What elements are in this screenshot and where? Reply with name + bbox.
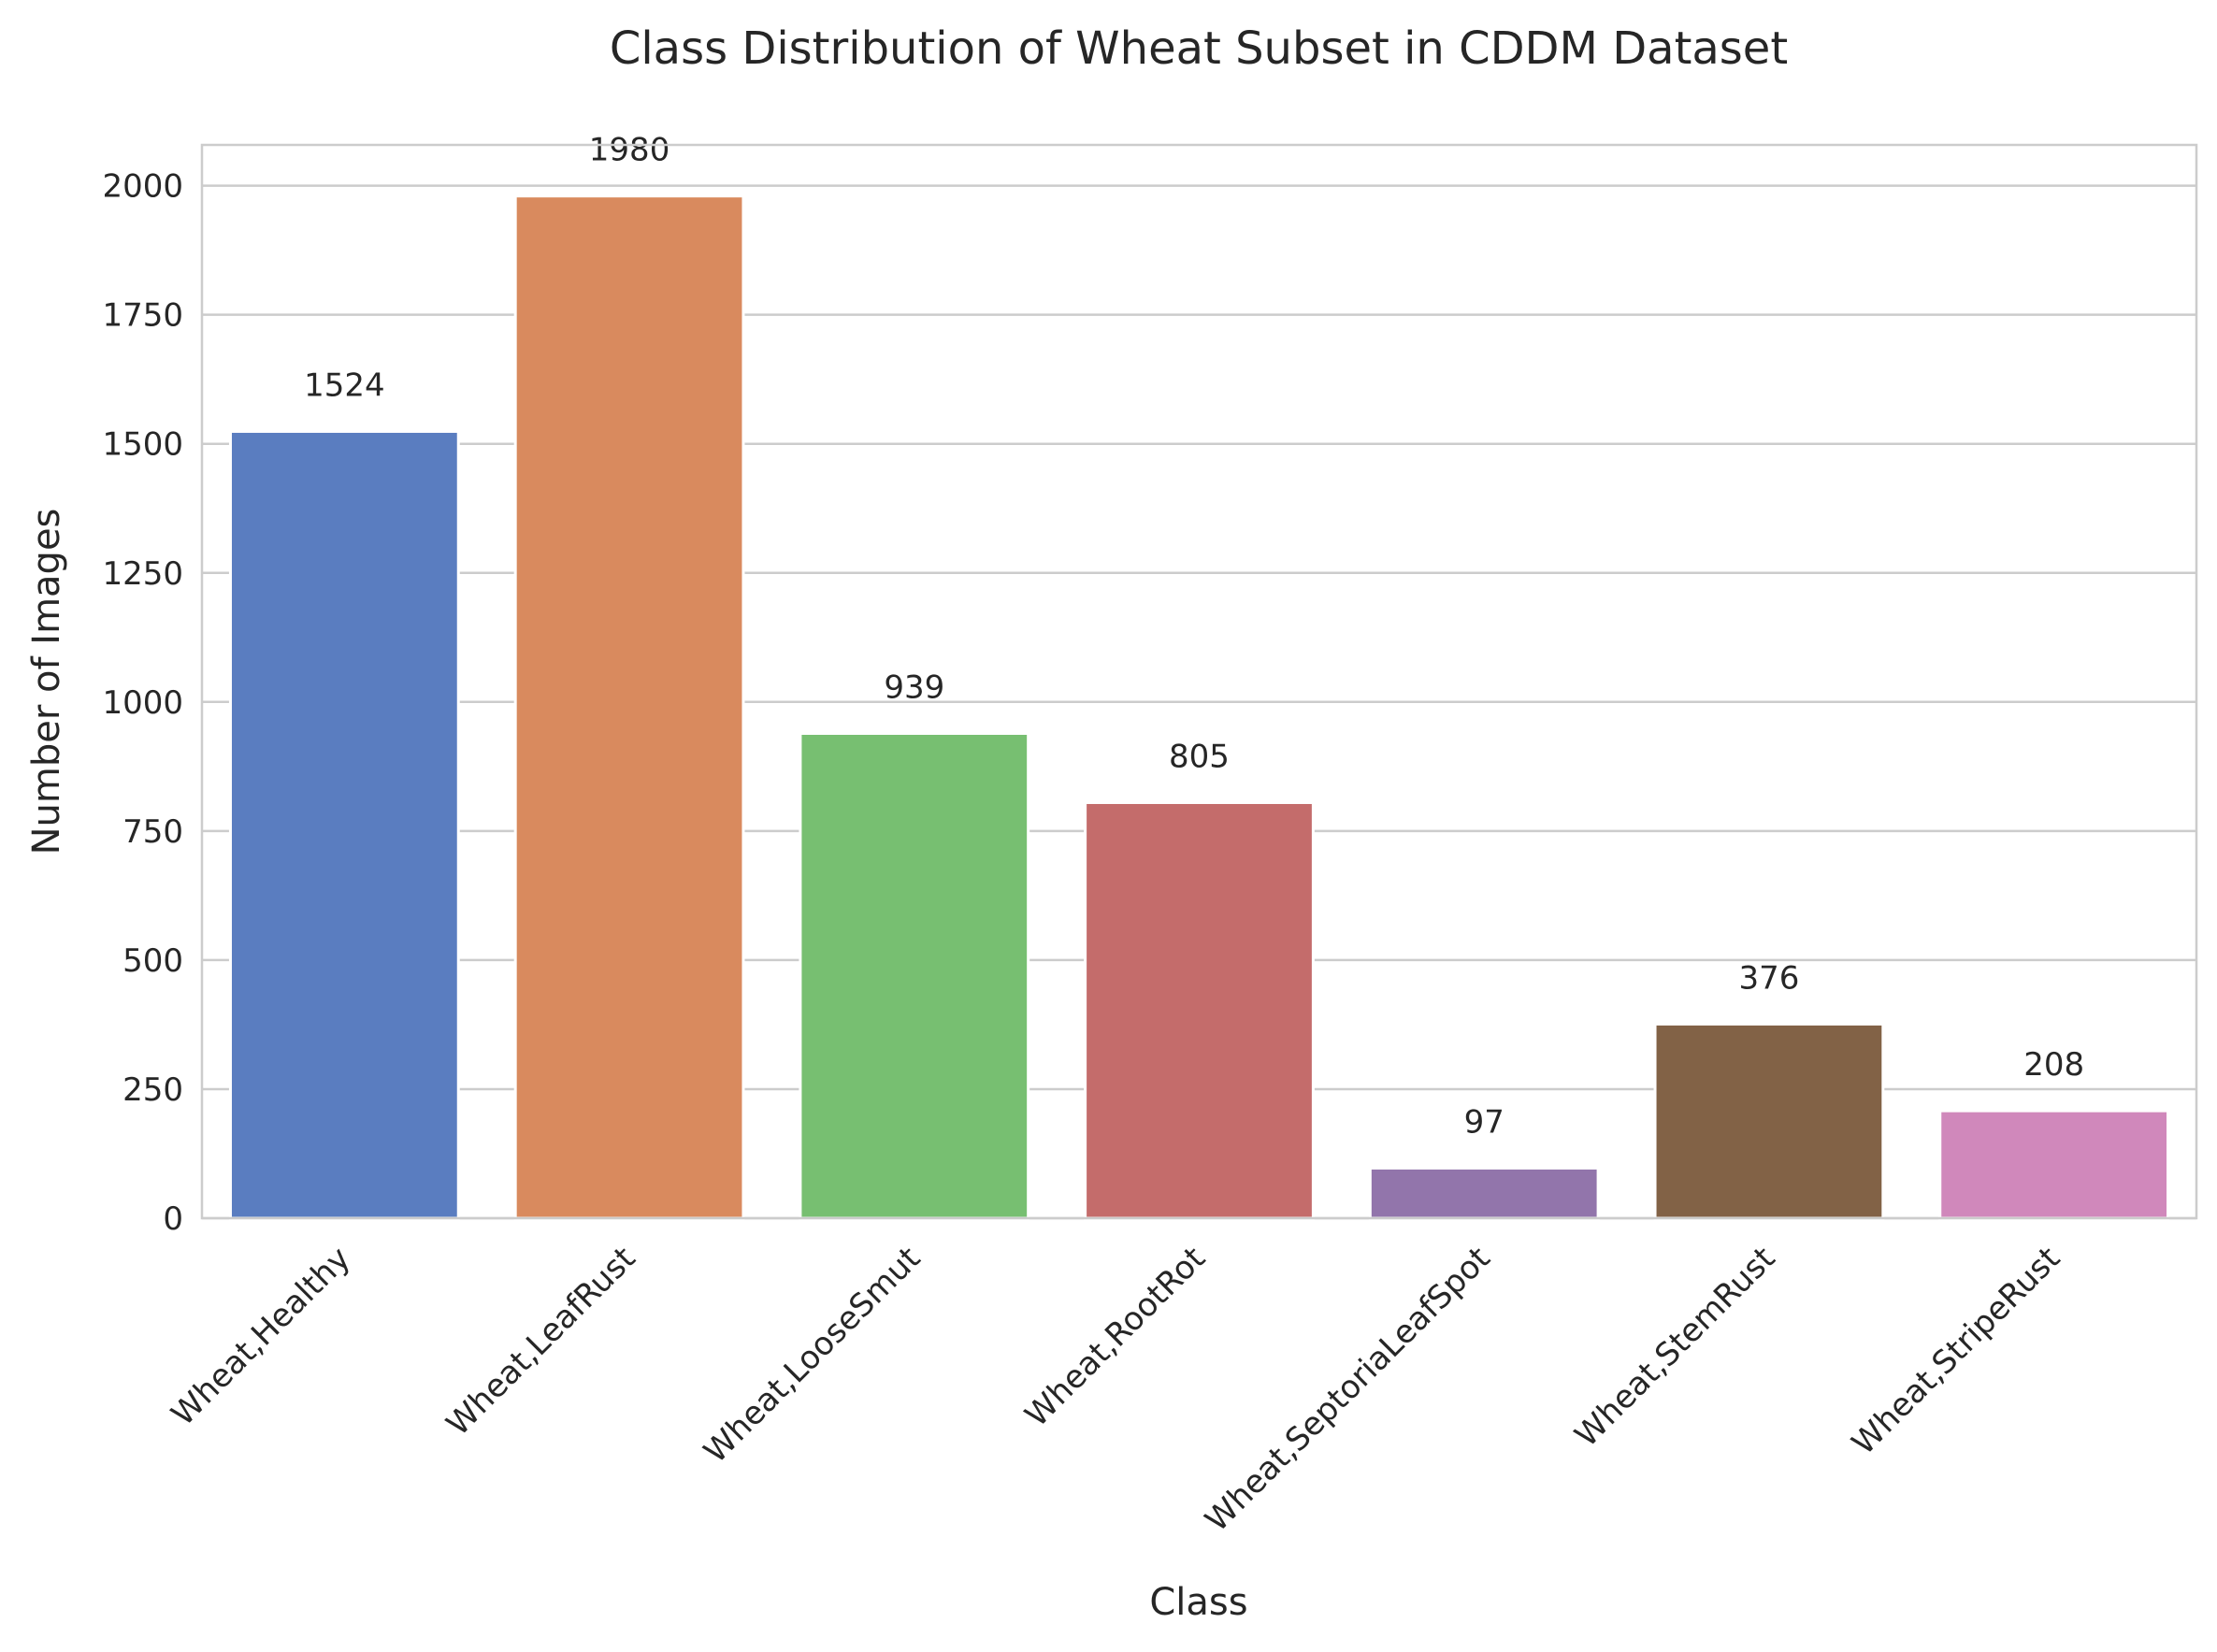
data-label: 1524 [304,366,385,404]
bar [1084,800,1315,1220]
y-tick-label: 0 [163,1200,183,1238]
x-tick-label: Wheat,LeafRust [439,1240,643,1444]
bars [228,194,2170,1220]
data-label: 376 [1738,959,1799,997]
bar [799,731,1030,1220]
y-tick-label: 250 [122,1071,183,1109]
y-tick-label: 1500 [102,426,183,464]
x-tick-labels: Wheat,Healthy Wheat,LeafRust Wheat,LooseSm… [165,1240,2067,1539]
data-label: 208 [2023,1046,2084,1084]
y-tick-label: 750 [122,813,183,851]
x-tick-label: Wheat,RootRot [1018,1240,1213,1434]
bar [1938,1109,2170,1220]
data-label: 1980 [589,132,670,169]
y-axis-label: Number of Images [25,509,68,855]
x-tick-label: Wheat,StemRust [1568,1240,1783,1455]
data-labels: 1524 1980 939 805 97 376 208 [304,132,2084,1142]
plot-frame [200,143,2198,1220]
data-label: 939 [884,668,944,706]
x-axis-label: Class [1149,1581,1247,1624]
y-tick-label: 1250 [102,555,183,593]
x-tick-label: Wheat,Healthy [165,1240,358,1433]
y-tick-label: 2000 [102,168,183,206]
y-tick-label: 500 [122,942,183,980]
data-label: 97 [1464,1103,1504,1141]
bar [513,194,745,1220]
x-tick-label: Wheat,SeptoriaLeafSpot [1198,1240,1497,1539]
y-tick-labels: 0 250 500 750 1000 1250 1500 1750 2000 [102,168,183,1238]
data-label: 805 [1169,738,1230,775]
x-tick-label: Wheat,LooseSmut [697,1240,928,1471]
y-tick-label: 1750 [102,297,183,335]
bar [1653,1022,1885,1220]
x-tick-label: Wheat,StripeRust [1845,1240,2067,1462]
chart-title: Class Distribution of Wheat Subset in CD… [610,22,1788,75]
bar [228,429,460,1220]
y-tick-label: 1000 [102,684,183,722]
bar [1368,1166,1600,1220]
